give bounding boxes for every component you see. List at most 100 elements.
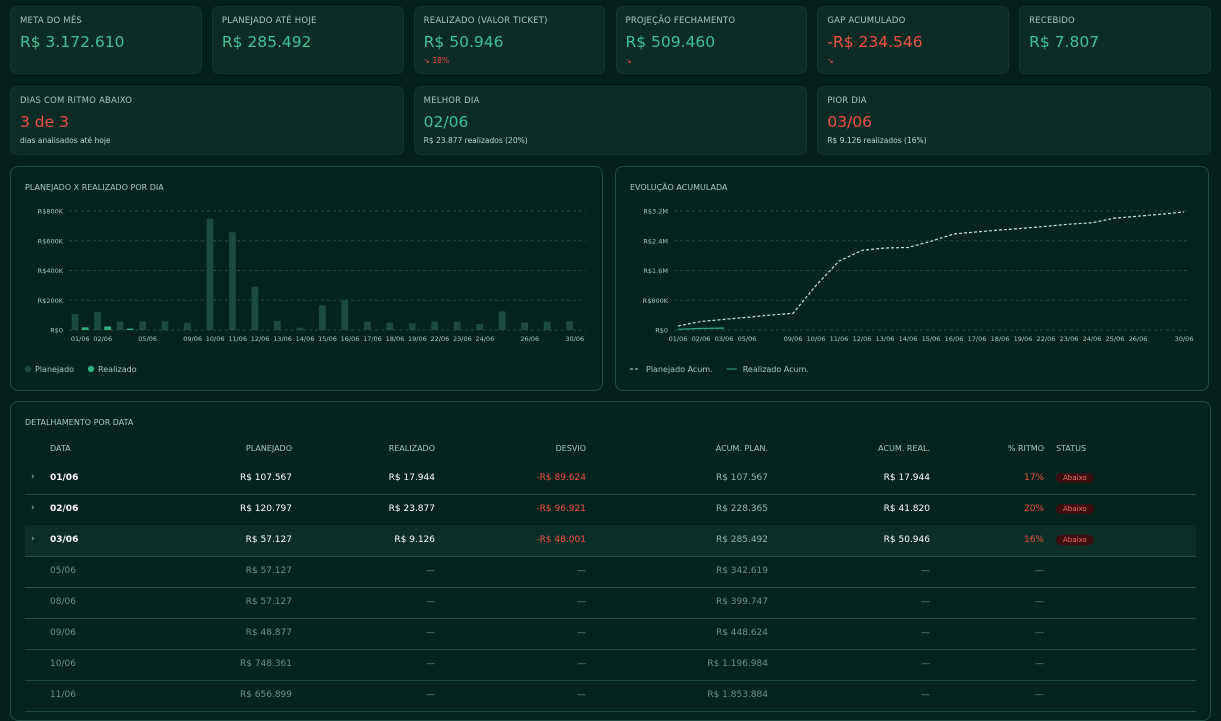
table-cell: —	[921, 566, 930, 576]
x-tick-label: 09/06	[183, 335, 202, 343]
bar	[476, 324, 484, 330]
x-tick-label: 23/06	[1060, 335, 1079, 343]
kpi-value: R$ 3.172.610	[20, 33, 125, 51]
line	[677, 211, 1185, 327]
table-cell: —	[577, 628, 586, 638]
table-cell: —	[1035, 566, 1044, 576]
x-tick-label: 01/06	[71, 335, 90, 343]
kpi-sub: dias analisados até hoje	[20, 136, 111, 145]
y-tick-label: R$800K	[643, 297, 669, 305]
table-cell: Abaixo	[1056, 535, 1094, 545]
bar	[94, 312, 101, 330]
table-cell: R$ 120.797	[239, 504, 292, 514]
table-header: STATUS	[1056, 444, 1087, 453]
bar	[318, 305, 326, 330]
kpi-value: R$ 50.946	[423, 33, 504, 51]
bar	[184, 322, 191, 330]
table-cell: R$ 228.365	[715, 504, 768, 514]
kpi-label: PROJEÇÃO FECHAMENTO	[625, 16, 736, 26]
legend-label: Realizado	[98, 365, 137, 374]
x-tick-label: 11/06	[228, 335, 247, 343]
bar	[341, 300, 349, 330]
bar	[229, 232, 236, 330]
x-tick-label: 24/06	[475, 335, 494, 343]
table-cell: 01/06	[50, 473, 79, 483]
kpi-card: RECEBIDO R$ 7.807	[1019, 6, 1211, 74]
x-tick-label: 30/06	[565, 335, 584, 343]
x-tick-label: 13/06	[273, 335, 292, 343]
x-tick-label: 12/06	[853, 335, 872, 343]
table-cell: —	[426, 659, 435, 669]
table-row	[25, 649, 1196, 681]
table-cell: -R$ 96.921	[536, 504, 586, 514]
table-row	[25, 618, 1196, 650]
legend-label: Planejado Acum.	[646, 365, 713, 374]
kpi-sub: R$ 23.877 realizados (20%)	[423, 136, 528, 145]
bar	[139, 321, 146, 330]
table-row	[25, 463, 1196, 495]
x-tick-label: 11/06	[830, 335, 849, 343]
table-cell: R$ 50.946	[883, 535, 930, 545]
kpi-label: MELHOR DIA	[423, 96, 480, 106]
kpi-label: PIOR DIA	[827, 96, 867, 106]
table-cell: -R$ 89.624	[536, 473, 586, 483]
chart-panel: PLANEJADO X REALIZADO POR DIA R$0 R$200K R$…	[10, 166, 603, 391]
table-cell: R$ 748.361	[239, 659, 292, 669]
table-cell: —	[577, 690, 586, 700]
bar	[521, 322, 529, 330]
kpi-label: GAP ACUMULADO	[827, 16, 906, 26]
x-tick-label: 03/06	[715, 335, 734, 343]
table-cell: —	[1035, 597, 1044, 607]
table-cell: —	[577, 566, 586, 576]
x-tick-label: 12/06	[251, 335, 270, 343]
bar	[566, 321, 573, 330]
x-tick-label: 23/06	[453, 335, 472, 343]
kpi-card: META DO MÊS R$ 3.172.610	[10, 6, 202, 74]
kpi-card: PIOR DIA 03/06 R$ 9.126 realizados (16%)	[817, 86, 1211, 155]
table-cell: 02/06	[50, 504, 79, 514]
x-tick-label: 19/06	[1014, 335, 1033, 343]
table-cell: Abaixo	[1056, 473, 1094, 483]
dashboard: {"kpis":[ {"label":"META DO MÊS","value"…	[10, 6, 1211, 721]
line	[677, 327, 725, 330]
x-tick-label: 02/06	[692, 335, 711, 343]
x-tick-label: 22/06	[431, 335, 450, 343]
row-chevron: ›	[31, 503, 35, 513]
table-cell: R$ 17.944	[883, 473, 930, 483]
table-cell: R$ 57.127	[245, 566, 292, 576]
y-tick-label: R$400K	[38, 267, 64, 275]
table-cell: R$ 107.567	[715, 473, 768, 483]
x-tick-label: 30/06	[1175, 335, 1194, 343]
table-header: DESVIO	[555, 444, 586, 453]
table-row	[25, 587, 1196, 619]
table-cell: R$ 23.877	[388, 504, 435, 514]
x-tick-label: 18/06	[386, 335, 405, 343]
bar	[296, 327, 304, 330]
table-cell: —	[1035, 659, 1044, 669]
table-cell: R$ 285.492	[715, 535, 768, 545]
bar	[104, 326, 112, 330]
x-tick-label: 26/06	[1129, 335, 1148, 343]
y-tick-label: R$0	[655, 327, 668, 335]
kpi-value: R$ 7.807	[1029, 33, 1100, 51]
bar	[363, 321, 371, 330]
bar	[453, 321, 461, 330]
chart-panel: EVOLUÇÃO ACUMULADA R$0 R$800K R$1.6M R$2.4M R…	[615, 166, 1209, 391]
table-title: DETALHAMENTO POR DATA	[25, 418, 134, 427]
x-tick-label: 24/06	[1083, 335, 1102, 343]
status-badge: Abaixo	[1056, 535, 1094, 545]
table-header: ACUM. REAL.	[878, 444, 930, 453]
legend-swatch	[87, 365, 95, 373]
table-cell: R$ 107.567	[239, 473, 292, 483]
table-header: DATA	[50, 444, 71, 453]
kpi-card: GAP ACUMULADO -R$ 234.546 ↘	[817, 6, 1010, 74]
table-cell: R$ 9.126	[394, 535, 435, 545]
x-tick-label: 10/06	[206, 335, 225, 343]
table-row	[25, 680, 1196, 712]
table-cell: 11/06	[50, 690, 76, 700]
kpi-value: 03/06	[827, 113, 872, 131]
kpi-label: RECEBIDO	[1029, 16, 1075, 26]
kpi-sub: ↘	[625, 56, 632, 65]
y-tick-label: R$2.4M	[643, 237, 668, 245]
legend-swatch	[24, 365, 32, 373]
